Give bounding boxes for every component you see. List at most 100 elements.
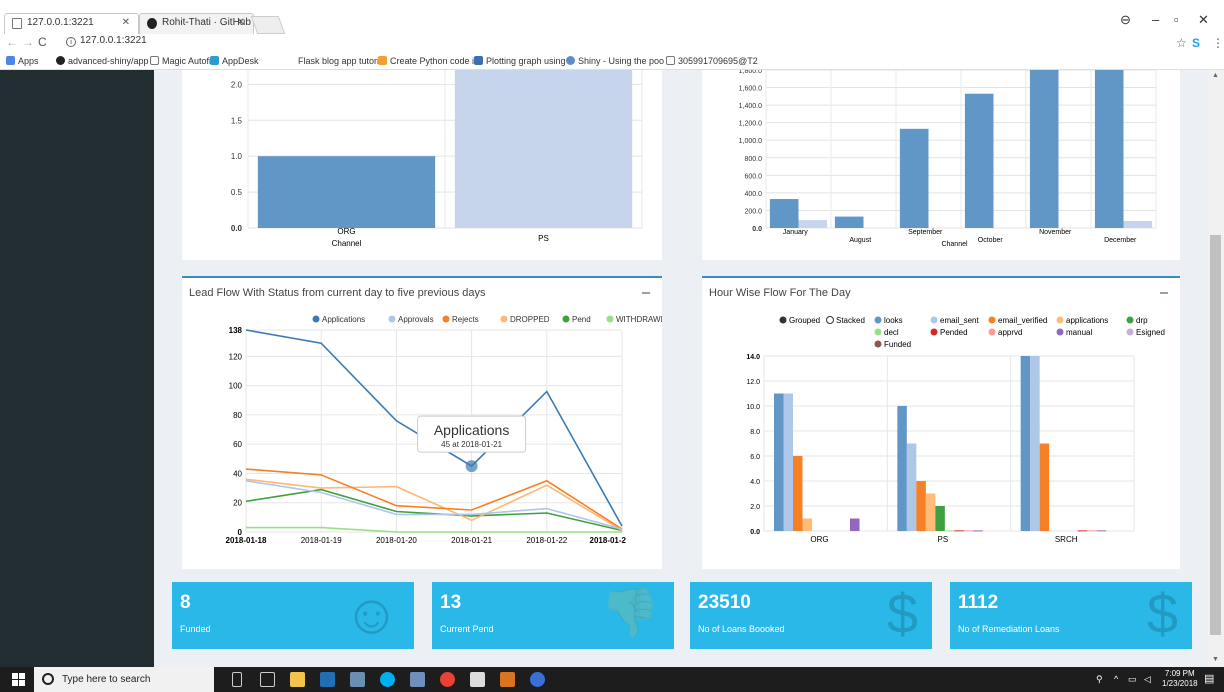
new-tab-button[interactable] (250, 16, 286, 34)
network-icon[interactable]: ▭ (1128, 674, 1137, 684)
bookmark-flask-blog[interactable]: Flask blog app tutori (298, 56, 380, 66)
scroll-down-icon[interactable]: ▼ (1212, 656, 1219, 663)
collapse-icon[interactable] (1160, 292, 1168, 294)
bookmark-advanced-shiny[interactable]: advanced-shiny/app (56, 56, 149, 66)
people-icon[interactable]: ⚲ (1096, 674, 1103, 684)
page-icon (150, 56, 159, 65)
legend-swatch (930, 328, 938, 336)
microphone-icon[interactable] (232, 672, 242, 687)
menu-icon[interactable]: ⋮ (1212, 36, 1224, 50)
tab-label: Rohit-Thati · GitHub (162, 17, 251, 28)
stat-label: No of Loans Boooked (698, 624, 785, 634)
url-field[interactable]: i 127.0.0.1:3221 (64, 35, 1184, 51)
tab-localhost[interactable]: 127.0.0.1:3221 ✕ (4, 13, 139, 34)
scroll-thumb[interactable] (1210, 235, 1221, 635)
url-text: 127.0.0.1:3221 (80, 35, 147, 46)
back-icon[interactable]: ← (6, 35, 18, 49)
legend-label: DROPPED (510, 315, 550, 324)
skype-extension-icon[interactable]: S (1192, 36, 1201, 50)
x-tick-label: PS (937, 535, 948, 544)
page-icon (666, 56, 675, 65)
close-tab-icon[interactable]: ✕ (236, 17, 245, 28)
tray-chevron-icon[interactable]: ^ (1114, 674, 1119, 684)
x-tick-label: ORG (810, 535, 828, 544)
notifications-icon[interactable]: ▤ (1204, 673, 1215, 685)
legend-swatch (606, 315, 614, 323)
lead-flow-chart[interactable]: Applications Approvals Rejects DROPPED Pend W… (182, 278, 662, 569)
x-tick-label: 2018-01-2 (590, 536, 627, 545)
legend-swatch (442, 315, 450, 323)
series-line-dropped (245, 478, 623, 532)
clock-date: 1/23/2018 (1162, 679, 1198, 688)
bar-pended (1077, 530, 1088, 532)
restore-icon[interactable]: ▫ (1174, 12, 1179, 27)
mail-icon[interactable] (470, 672, 485, 687)
scroll-up-icon[interactable]: ▲ (1212, 72, 1219, 79)
windows-start-icon[interactable] (12, 673, 25, 686)
close-window-icon[interactable]: ✕ (1198, 12, 1209, 27)
bar-december (1123, 220, 1153, 228)
y-tick-label: 138 (229, 326, 243, 335)
x-tick-label: January (783, 229, 808, 236)
bar-october (964, 93, 994, 228)
legend-label: manual (1066, 328, 1092, 337)
info-icon[interactable]: i (66, 37, 76, 47)
github-icon (56, 56, 65, 65)
monthly-bar-panel: 1,800.0 1,600.0 1,400.0 1,200.0 1,000.0 800.0… (702, 70, 1180, 260)
legend-label: looks (884, 316, 903, 325)
legend-swatch (930, 316, 938, 324)
tab-label: 127.0.0.1:3221 (27, 17, 94, 28)
task-view-icon[interactable] (260, 672, 275, 687)
thumbs-down-icon: 👎 (600, 587, 660, 640)
app-icon[interactable] (410, 672, 425, 687)
y-tick-label: 400.0 (744, 191, 762, 198)
bookmark-create-python[interactable]: Create Python code i (378, 56, 474, 66)
page-scrollbar[interactable]: ▲ ▼ (1208, 70, 1224, 667)
forward-icon[interactable]: → (22, 35, 34, 49)
chart-icon (474, 56, 483, 65)
legend-label: Funded (884, 340, 911, 349)
close-tab-icon[interactable]: ✕ (121, 17, 130, 28)
taskbar-search-input[interactable]: Type here to search (34, 667, 214, 692)
bookmark-appdesk[interactable]: AppDesk (210, 56, 259, 66)
legend-label: Pend (572, 315, 591, 324)
profile-icon[interactable]: ⊖ (1120, 12, 1131, 27)
minimize-icon[interactable]: – (1152, 12, 1160, 27)
bookmark-shiny[interactable]: Shiny - Using the poo (566, 56, 664, 66)
taskbar-clock[interactable]: 7:09 PM 1/23/2018 (1162, 669, 1198, 689)
bar-decl (944, 530, 955, 532)
reload-icon[interactable]: C (38, 35, 47, 49)
x-tick-label: October (978, 237, 1004, 244)
star-icon[interactable]: ☆ (1176, 36, 1187, 50)
bar-applications (925, 493, 936, 531)
app-icon[interactable] (350, 672, 365, 687)
y-tick-label: 0.0 (750, 529, 760, 536)
chrome-icon[interactable] (440, 672, 455, 687)
bookmark-305991709695[interactable]: 305991709695@T2 (666, 56, 758, 66)
legend-swatch (874, 316, 882, 324)
channel-bar-chart: 2.0 1.5 1.0 0.5 0.0 ORG PS Channel (231, 70, 643, 248)
vscode-icon[interactable] (320, 672, 335, 687)
bar-looks (774, 393, 784, 531)
x-tick-label: 2018-01-22 (526, 536, 567, 545)
skype-business-icon[interactable] (500, 672, 515, 687)
stat-value: 13 (440, 592, 462, 613)
app-icon[interactable] (530, 672, 545, 687)
legend-swatch (1056, 328, 1064, 336)
python-icon (378, 56, 387, 65)
tab-github[interactable]: Rohit-Thati · GitHub ✕ (139, 13, 254, 34)
dashboard-content: 2.0 1.5 1.0 0.5 0.0 ORG PS Channel 1,800.0 1,600… (154, 70, 1208, 667)
volume-icon[interactable]: ◁ (1144, 674, 1151, 684)
hour-flow-chart[interactable]: Grouped Stacked looks email_sent email_verif… (702, 278, 1180, 569)
y-tick-label: 1,200.0 (739, 121, 762, 128)
bookmark-apps[interactable]: Apps (6, 56, 39, 66)
bookmark-magic-autofill[interactable]: Magic Autofill (150, 56, 215, 66)
stat-remediation-loans: 1112 No of Remediation Loans $ (950, 582, 1192, 649)
bookmark-plotting-graph[interactable]: Plotting graph using (474, 56, 566, 66)
y-tick-label: 2.0 (750, 504, 760, 511)
collapse-icon[interactable] (642, 292, 650, 294)
skype-icon[interactable] (380, 672, 395, 687)
file-explorer-icon[interactable] (290, 672, 305, 687)
x-tick-label: PS (538, 234, 549, 243)
stat-label: No of Remediation Loans (958, 624, 1060, 634)
